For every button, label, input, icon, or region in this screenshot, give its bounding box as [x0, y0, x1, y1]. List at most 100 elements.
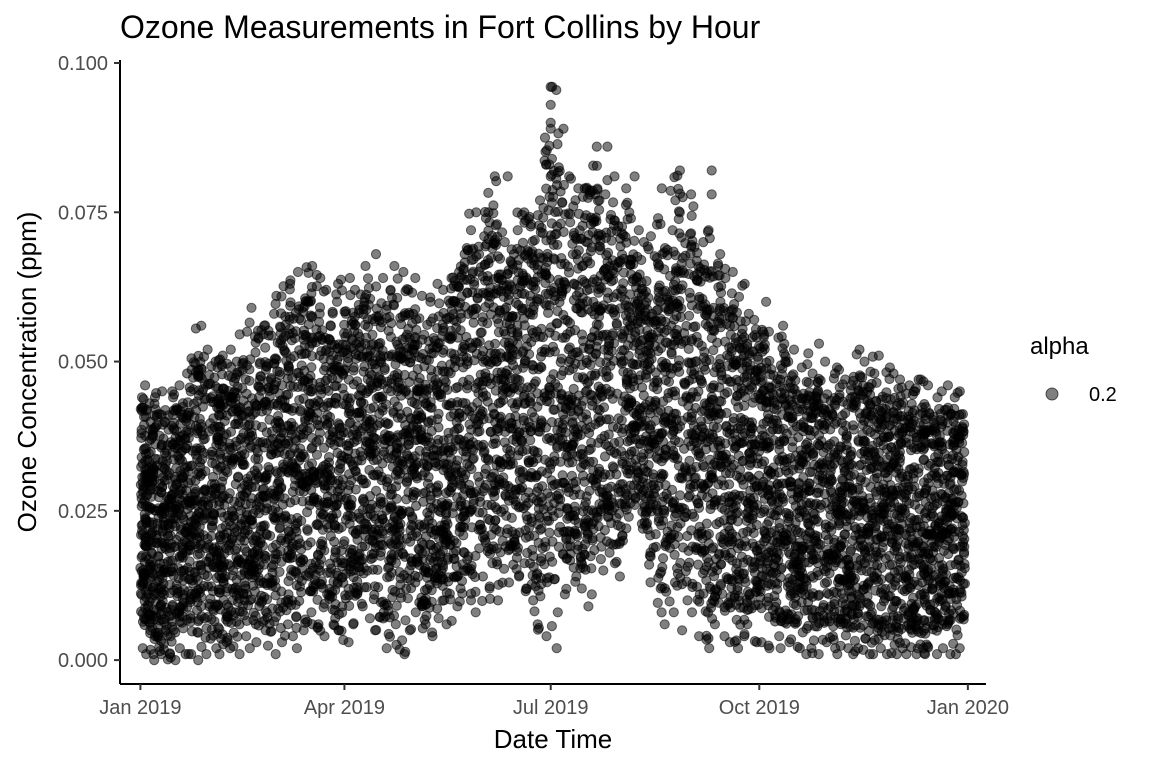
data-point	[423, 472, 434, 483]
chart-title: Ozone Measurements in Fort Collins by Ho…	[120, 9, 761, 45]
data-point	[384, 571, 395, 582]
data-point	[403, 284, 414, 295]
data-point	[232, 631, 243, 642]
data-point	[271, 354, 282, 365]
data-point	[462, 287, 473, 298]
data-point	[313, 619, 324, 630]
data-point	[258, 521, 269, 532]
data-point	[218, 471, 229, 482]
data-point	[156, 587, 167, 598]
data-point	[197, 401, 208, 412]
data-point	[486, 529, 497, 540]
data-point	[367, 329, 378, 340]
data-point	[319, 442, 330, 453]
data-point	[658, 508, 670, 519]
data-point	[608, 197, 619, 208]
data-point	[244, 375, 255, 386]
data-point	[595, 305, 606, 316]
data-point	[388, 549, 399, 560]
data-point	[201, 649, 212, 660]
data-point	[643, 292, 654, 303]
data-point	[533, 248, 544, 259]
data-point	[484, 583, 495, 594]
data-point	[527, 309, 539, 320]
data-point	[370, 249, 382, 260]
data-point	[382, 419, 393, 430]
data-point	[559, 589, 571, 600]
data-point	[658, 553, 669, 564]
data-point	[389, 260, 400, 272]
data-point	[244, 514, 256, 525]
data-point	[468, 453, 479, 464]
data-point	[329, 536, 340, 547]
data-point	[410, 577, 421, 588]
data-point	[491, 219, 503, 230]
data-point	[650, 415, 661, 426]
data-point	[675, 311, 686, 323]
data-point	[244, 317, 255, 328]
data-point	[313, 520, 324, 531]
data-point	[402, 406, 413, 417]
data-point	[259, 591, 270, 603]
data-point	[622, 468, 634, 479]
data-point	[292, 512, 303, 524]
data-point	[667, 386, 678, 397]
data-point	[441, 619, 452, 630]
data-point	[458, 530, 469, 541]
data-point	[664, 596, 675, 607]
data-point	[348, 619, 359, 630]
data-point	[474, 520, 486, 531]
data-point	[185, 610, 196, 621]
data-point	[567, 363, 579, 374]
data-point	[410, 304, 421, 315]
data-point	[555, 494, 566, 505]
data-point	[218, 577, 229, 589]
data-point	[527, 236, 538, 247]
data-point	[233, 471, 244, 482]
data-point	[404, 357, 416, 368]
data-point	[425, 296, 436, 307]
data-point	[283, 361, 294, 372]
data-point	[477, 571, 488, 582]
data-point	[271, 290, 282, 301]
data-point	[650, 319, 661, 330]
data-point	[219, 384, 230, 395]
data-point	[398, 266, 409, 278]
data-point	[354, 407, 365, 418]
data-point	[373, 582, 384, 593]
data-point	[490, 515, 501, 526]
data-point	[532, 568, 543, 579]
data-point	[265, 626, 276, 637]
data-point	[536, 362, 547, 373]
data-point	[468, 487, 479, 499]
data-point	[659, 243, 671, 254]
data-point	[659, 583, 670, 594]
points-layer	[135, 81, 971, 666]
data-point	[551, 643, 562, 654]
data-point	[469, 279, 480, 290]
data-point	[645, 551, 656, 562]
data-point	[526, 280, 537, 291]
data-point	[196, 468, 207, 479]
data-point	[441, 399, 452, 410]
data-point	[656, 607, 667, 618]
data-point	[541, 270, 552, 281]
data-point	[362, 273, 374, 284]
data-point	[299, 451, 310, 463]
data-point	[562, 541, 573, 552]
data-point	[601, 383, 612, 394]
data-point	[234, 649, 245, 660]
data-point	[558, 226, 569, 238]
data-point	[612, 520, 623, 531]
data-point	[227, 459, 238, 470]
data-point	[533, 510, 544, 521]
data-point	[274, 366, 285, 378]
data-point	[314, 308, 325, 319]
data-point	[320, 414, 331, 425]
data-point	[302, 525, 313, 536]
data-point	[285, 550, 296, 561]
data-point	[622, 197, 633, 208]
data-point	[455, 325, 466, 336]
data-point	[307, 260, 318, 272]
data-point	[650, 541, 662, 553]
